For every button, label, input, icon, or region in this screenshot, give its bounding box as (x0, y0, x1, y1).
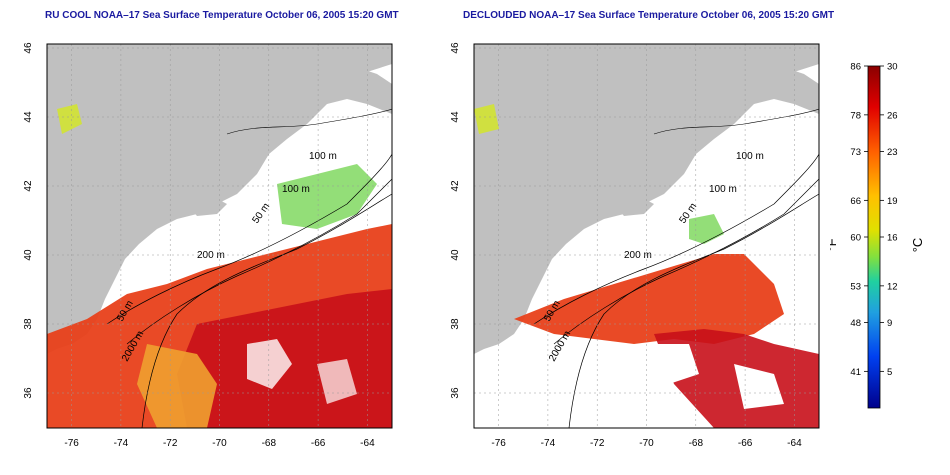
isobath-contour (141, 193, 392, 428)
contour-label: 100 m (282, 184, 310, 195)
fahrenheit-tick-label: 41 (850, 367, 861, 378)
sst-cool-patch (474, 104, 499, 134)
cloud-gap (247, 339, 292, 389)
left-map-title: RU COOL NOAA–17 Sea Surface Temperature … (45, 10, 399, 21)
fahrenheit-tick-label: 53 (850, 281, 861, 292)
land-cape-cod (614, 196, 654, 216)
celsius-tick-label: 26 (887, 110, 898, 121)
lon-tick: -74 (541, 438, 556, 449)
lat-tick: 46 (450, 42, 461, 54)
lat-tick: 38 (450, 318, 461, 330)
lon-tick: -76 (491, 438, 506, 449)
left-sst-map: 100 m 100 m 50 m 200 m 50 m 2000 m -76 -… (23, 42, 393, 449)
lon-axis: -76 -74 -72 -70 -68 -66 -64 (491, 438, 802, 449)
lat-tick: 46 (23, 42, 34, 54)
cloud-gap (734, 364, 784, 409)
right-sst-map: 100 m 100 m 50 m 200 m 50 m 2000 m -76 -… (450, 42, 820, 449)
lon-tick: -68 (689, 438, 704, 449)
lat-axis: 46 44 42 40 38 36 (23, 42, 34, 399)
contour-label: 200 m (624, 250, 652, 261)
contour-label: 200 m (197, 250, 225, 261)
lat-tick: 38 (23, 318, 34, 330)
lon-tick: -64 (360, 438, 375, 449)
fahrenheit-unit-label: °F (830, 238, 839, 251)
lon-tick: -66 (311, 438, 326, 449)
lon-tick: -70 (639, 438, 654, 449)
contour-label: 100 m (736, 151, 764, 162)
temperature-colorbar: 86 30 78 26 73 23 66 19 60 16 53 12 48 9 41 5 °F °C (830, 62, 925, 409)
lon-axis: -76 -74 -72 -70 -68 -66 -64 (64, 438, 375, 449)
fahrenheit-tick-label: 66 (850, 196, 861, 207)
isobath-contour (226, 108, 392, 135)
celsius-tick-label: 5 (887, 367, 892, 378)
lat-tick: 36 (450, 387, 461, 399)
land-nova-scotia (734, 64, 819, 114)
celsius-unit-label: °C (910, 238, 925, 253)
lat-tick: 40 (450, 249, 461, 261)
fahrenheit-tick-label: 78 (850, 110, 861, 121)
lat-tick: 44 (450, 111, 461, 123)
lat-tick: 42 (450, 180, 461, 192)
celsius-tick-label: 16 (887, 233, 898, 244)
celsius-tick-label: 9 (887, 318, 892, 329)
fahrenheit-tick-label: 48 (850, 318, 861, 329)
right-map-title: DECLOUDED NOAA–17 Sea Surface Temperatur… (463, 10, 835, 21)
isobath-contour (533, 153, 819, 325)
lon-tick: -72 (590, 438, 605, 449)
land-nova-scotia (307, 64, 392, 114)
lat-axis: 46 44 42 40 38 36 (450, 42, 461, 399)
lon-tick: -74 (114, 438, 129, 449)
isobath-contour (568, 193, 819, 428)
lon-tick: -76 (64, 438, 79, 449)
lon-tick: -68 (262, 438, 277, 449)
sst-warm-region (514, 254, 784, 344)
lon-tick: -70 (212, 438, 227, 449)
lon-tick: -66 (738, 438, 753, 449)
land-cape-cod (187, 196, 227, 216)
lat-tick: 44 (23, 111, 34, 123)
celsius-tick-label: 12 (887, 281, 898, 292)
sst-cool-patch (57, 104, 82, 134)
graticule (474, 44, 819, 428)
fahrenheit-tick-label: 73 (850, 147, 861, 158)
celsius-tick-label: 23 (887, 147, 898, 158)
fahrenheit-tick-label: 60 (850, 233, 861, 244)
lon-tick: -72 (163, 438, 178, 449)
lat-tick: 36 (23, 387, 34, 399)
celsius-tick-label: 30 (887, 62, 898, 73)
fahrenheit-tick-label: 86 (850, 62, 861, 73)
cloud-gap (654, 344, 699, 384)
contour-label: 100 m (709, 184, 737, 195)
isobath-contour (553, 178, 819, 345)
sst-mild-region (137, 344, 217, 428)
lon-tick: -64 (787, 438, 802, 449)
lat-tick: 40 (23, 249, 34, 261)
sst-cool-region (689, 214, 724, 244)
colorbar-ticks: 86 30 78 26 73 23 66 19 60 16 53 12 48 9 41 5 (850, 62, 897, 378)
lat-tick: 42 (23, 180, 34, 192)
contour-label: 100 m (309, 151, 337, 162)
colorbar-gradient (867, 65, 881, 409)
celsius-tick-label: 19 (887, 196, 898, 207)
isobath-contour (653, 108, 819, 135)
sst-cool-region (277, 164, 377, 229)
isobath-contour (106, 153, 392, 325)
graticule (47, 44, 392, 428)
isobath-contour (126, 178, 392, 345)
